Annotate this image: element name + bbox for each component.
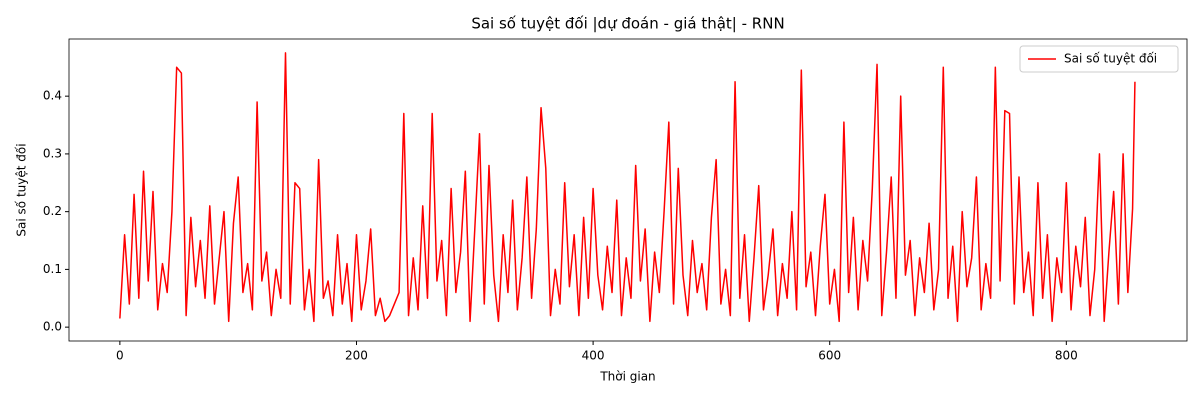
x-tick-label: 800 xyxy=(1055,349,1078,363)
y-axis-label: Sai số tuyệt đối xyxy=(15,143,29,236)
x-tick-label: 600 xyxy=(818,349,841,363)
data-line xyxy=(119,52,1136,323)
x-tick-label: 0 xyxy=(116,349,124,363)
y-tick-label: 0.0 xyxy=(43,320,62,334)
y-tick-label: 0.4 xyxy=(43,89,62,103)
x-axis-label: Thời gian xyxy=(599,370,655,384)
x-tick-label: 400 xyxy=(582,349,605,363)
y-tick-label: 0.3 xyxy=(43,146,62,160)
legend-box xyxy=(1019,45,1179,73)
y-tick-label: 0.1 xyxy=(43,262,62,276)
y-tick-label: 0.2 xyxy=(43,204,62,218)
chart-title: Sai số tuyệt đối |dự đoán - giá thật| - … xyxy=(471,15,784,33)
plot-frame xyxy=(68,38,1188,342)
legend-label: Sai số tuyệt đối xyxy=(1064,52,1157,66)
x-tick-label: 200 xyxy=(345,349,368,363)
